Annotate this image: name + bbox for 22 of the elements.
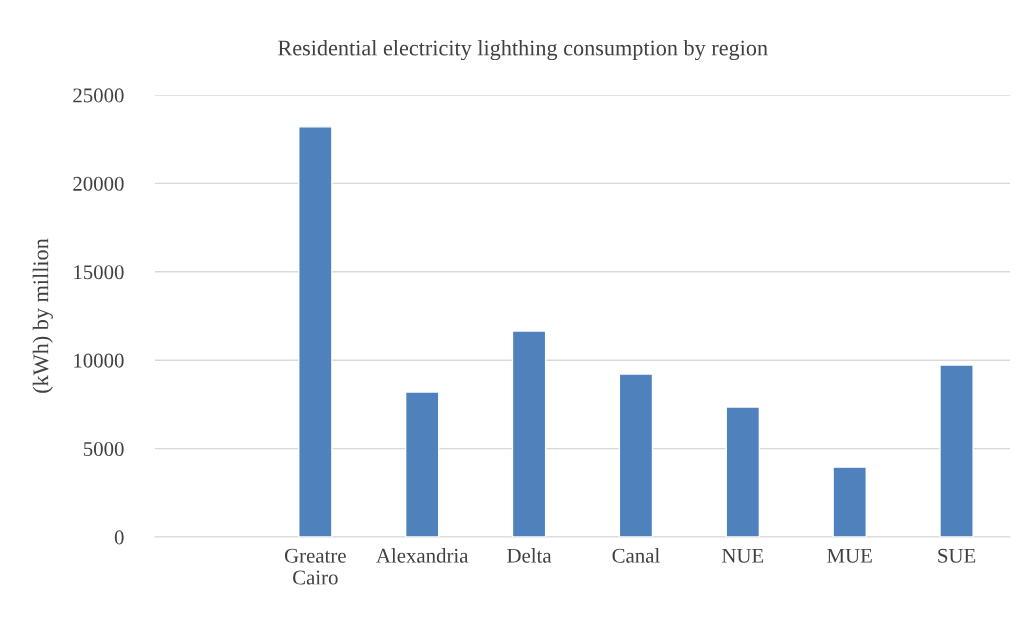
bar <box>511 330 547 537</box>
y-tick-label: 0 <box>114 530 124 545</box>
x-tick-label: Delta <box>507 548 552 563</box>
y-tick-label: 15000 <box>74 265 124 280</box>
x-tick-label: Canal <box>612 548 660 563</box>
y-axis-title: (kWh) by million <box>32 238 53 393</box>
y-tick-label: 10000 <box>74 353 124 368</box>
y-tick-label: 20000 <box>73 176 124 191</box>
x-tick-label: MUE <box>827 548 872 563</box>
bar <box>832 466 867 537</box>
bar <box>298 126 333 537</box>
x-tick-label: Alexandria <box>376 548 469 563</box>
y-tick-label: 5000 <box>83 441 124 457</box>
bar <box>939 364 974 537</box>
x-tick-label: SUE <box>938 548 976 563</box>
y-tick-label: 25000 <box>73 88 124 103</box>
bar <box>404 391 440 537</box>
chart-title: Residential electricity lighthing consumption by region <box>278 39 768 61</box>
x-tick-label: Greatre Cairo <box>284 548 346 585</box>
x-tick-label: NUE <box>722 548 764 563</box>
bar <box>618 373 654 537</box>
bar <box>725 406 761 537</box>
